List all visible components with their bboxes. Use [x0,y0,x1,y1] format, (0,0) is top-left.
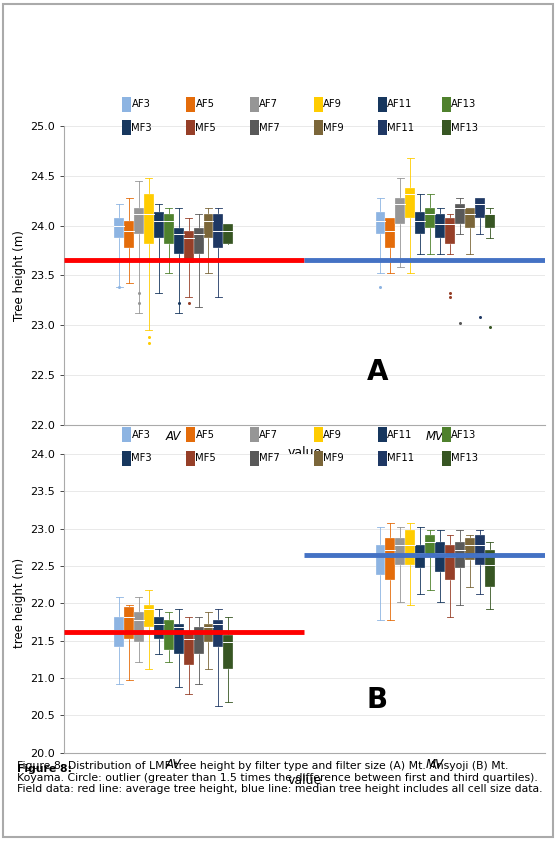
Bar [405,531,415,564]
Text: MF3: MF3 [132,123,152,133]
Text: AF5: AF5 [196,430,215,440]
Text: MF7: MF7 [260,123,280,133]
Text: MF13: MF13 [451,453,478,463]
Bar [114,218,124,238]
Bar [445,218,455,244]
Bar [395,537,405,564]
Text: AF11: AF11 [388,430,413,440]
Text: AF9: AF9 [324,99,342,109]
Bar [385,218,395,247]
Bar [214,620,224,647]
Bar [485,550,495,587]
Bar [193,627,203,654]
Text: MF9: MF9 [324,453,344,463]
Bar [375,212,385,234]
Bar [124,607,134,639]
Text: A: A [367,358,389,386]
Bar [405,188,415,218]
Bar [144,193,154,244]
Bar [154,616,164,639]
Bar [183,230,193,263]
Bar [224,635,234,669]
Bar [445,545,455,579]
Bar [375,545,385,575]
Bar [415,545,425,568]
X-axis label: value: value [287,774,321,787]
Bar [465,208,475,228]
Text: AF3: AF3 [132,99,150,109]
Text: MF3: MF3 [132,453,152,463]
Bar [173,228,183,253]
Bar [385,537,395,579]
Bar [134,612,144,643]
Y-axis label: Tree height (m): Tree height (m) [13,230,26,321]
Bar [395,198,405,224]
Bar [164,620,173,650]
Bar [114,616,124,647]
Text: MF5: MF5 [196,453,216,463]
Bar [224,224,234,244]
Text: AF9: AF9 [324,430,342,440]
Text: AF11: AF11 [388,99,413,109]
Bar [173,624,183,654]
Text: AF7: AF7 [260,430,279,440]
Text: MF11: MF11 [388,123,414,133]
Text: AF13: AF13 [451,99,476,109]
Text: B: B [367,686,388,714]
X-axis label: value: value [287,446,321,459]
Text: MF9: MF9 [324,123,344,133]
Bar [465,537,475,560]
Bar [144,605,154,627]
Bar [134,208,144,234]
Text: MF5: MF5 [196,123,216,133]
Text: AF7: AF7 [260,99,279,109]
Text: MF11: MF11 [388,453,414,463]
Bar [485,214,495,228]
Bar [475,535,485,564]
Text: MF13: MF13 [451,123,478,133]
Bar [435,214,445,238]
Text: Figure 8:: Figure 8: [17,764,76,774]
Bar [124,220,134,247]
Text: AF3: AF3 [132,430,150,440]
Bar [475,198,485,218]
Bar [183,632,193,664]
Bar [203,214,214,238]
Bar [425,535,435,557]
Bar [415,212,425,234]
Bar [203,624,214,643]
Bar [193,228,203,253]
Text: MF7: MF7 [260,453,280,463]
Text: Figure 8: Distribution of LMF tree height by filter type and filter size (A) Mt.: Figure 8: Distribution of LMF tree heigh… [17,761,542,794]
Bar [164,214,173,244]
Y-axis label: tree height (m): tree height (m) [13,558,26,648]
Bar [435,542,445,572]
Bar [455,204,465,224]
Bar [455,542,465,568]
Bar [425,208,435,228]
Text: AF13: AF13 [451,430,476,440]
Text: AF5: AF5 [196,99,215,109]
Bar [214,214,224,247]
Bar [154,212,164,238]
